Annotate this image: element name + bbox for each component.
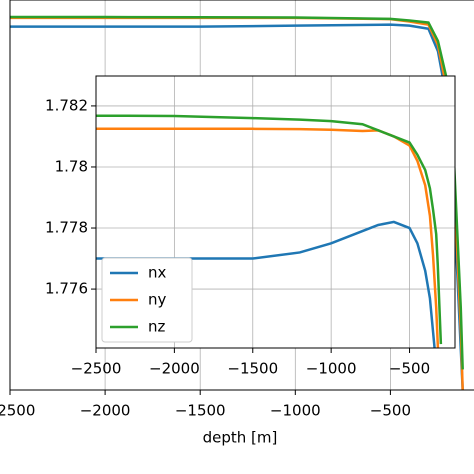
y-tick-label: 1.78 — [55, 157, 88, 175]
x-tick-label: −2000 — [149, 360, 200, 378]
line — [96, 220, 436, 348]
axes-frame — [9, 0, 474, 391]
axes-frame — [95, 75, 456, 349]
y-tick-label: 1.782 — [45, 96, 88, 114]
line — [96, 127, 440, 348]
series-group — [96, 114, 443, 348]
line — [10, 15, 464, 370]
x-axis-label: depth [m] — [203, 429, 278, 447]
x-tick-label: −1500 — [227, 360, 278, 378]
x-tick-label: −500 — [370, 402, 411, 420]
x-tick-label: −2500 — [0, 402, 35, 420]
x-tick-label: −1000 — [270, 402, 321, 420]
x-tick-label: −1000 — [306, 360, 357, 378]
y-tick-label: 1.776 — [45, 280, 88, 298]
legend-label: ny — [148, 291, 167, 309]
legend-label: nz — [148, 318, 166, 336]
x-tick-label: −2500 — [71, 360, 122, 378]
x-tick-label: −500 — [389, 360, 430, 378]
legend-box — [101, 257, 193, 343]
line — [96, 114, 443, 345]
x-tick-label: −1500 — [175, 402, 226, 420]
plot-area: −2500 −2000 −1500 −1000 −500 — [0, 0, 474, 420]
plot-area: −2500 −2000 −1500 −1000 −500 1.776 1.778 1.78 1.… — [45, 75, 456, 378]
series-group — [10, 15, 464, 390]
legend-label: nx — [148, 264, 167, 282]
y-tick-label: 1.778 — [45, 219, 88, 237]
x-tick-label: −2000 — [80, 402, 131, 420]
